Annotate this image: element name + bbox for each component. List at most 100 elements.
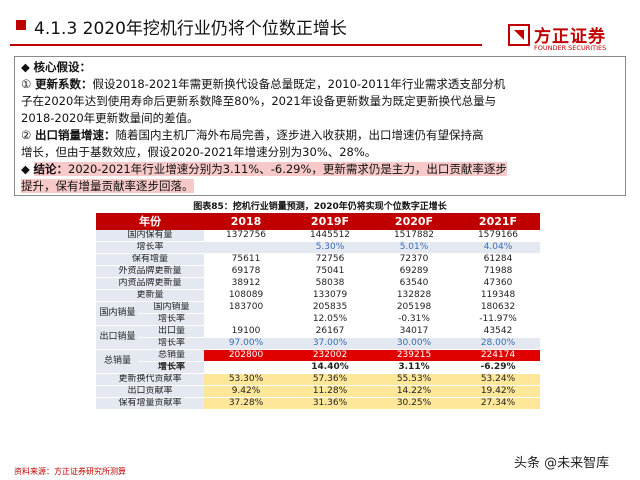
header-2019f: 2019F <box>288 213 372 230</box>
table-cell: 31.36% <box>288 397 372 410</box>
watermark: 头条 @未来智库 <box>511 451 613 472</box>
row-label: 增长率 <box>139 361 204 374</box>
table-cell: 61284 <box>456 253 540 266</box>
assumption-1-line-2: 子在2020年达到使用寿命后更新系数降至80%，2021年设备更新数量为既定更新… <box>21 94 497 108</box>
table-cell: 9.42% <box>204 385 288 398</box>
table-cell: -0.31% <box>372 313 456 326</box>
table-cell: 224174 <box>456 349 540 362</box>
table-cell: 132828 <box>372 289 456 302</box>
table-cell: 12.05% <box>288 313 372 326</box>
table-header-row: 年份 2018 2019F 2020F 2021F <box>96 213 540 230</box>
table-cell: 69178 <box>204 265 288 278</box>
table-caption: 图表85：挖机行业销量预测，2020年仍将实现个位数字正增长 <box>193 202 447 212</box>
logo-english-text: FOUNDER SECURITIES <box>534 44 607 52</box>
row-label: 国内保有量 <box>96 230 204 242</box>
table-cell: 57.36% <box>288 373 372 386</box>
table-cell: 58038 <box>288 277 372 290</box>
row-label: 国内销量 <box>139 301 204 314</box>
table-cell: 69289 <box>372 265 456 278</box>
table-row: 出口销量 出口量 19100 26167 34017 43542 <box>96 325 540 350</box>
table-cell: 34017 <box>372 325 456 338</box>
title-underline <box>10 44 482 46</box>
table-cell: 19.42% <box>456 385 540 398</box>
header-2020f: 2020F <box>372 213 456 230</box>
row-label: 保有增量贡献率 <box>96 397 204 410</box>
table-cell: 37.28% <box>204 397 288 410</box>
row-label: 增长率 <box>139 313 204 326</box>
table-row: 国内销量 国内销量 183700 205835 205198 180632 <box>96 301 540 326</box>
group-label-export: 出口销量 <box>96 325 139 350</box>
row-label: 更新量 <box>96 289 204 302</box>
row-label: 内资品牌更新量 <box>96 277 204 290</box>
table-row: 外资品牌更新量 69178 75041 69289 71988 <box>96 265 540 278</box>
table-row: 总销量 总销量 202800 232002 239215 224174 <box>96 349 540 374</box>
table-cell: 108089 <box>204 289 288 302</box>
table-row: 增长率 12.05% -0.31% -11.97% <box>96 313 540 326</box>
table-cell: -11.97% <box>456 313 540 326</box>
table-row: 保有增量 75611 72756 72370 61284 <box>96 253 540 266</box>
row-label: 出口量 <box>139 325 204 338</box>
table-cell: 202800 <box>204 349 288 362</box>
conclusion-line-2: 提升，保有增量贡献率逐步回落。 <box>21 179 194 193</box>
table-cell: 75611 <box>204 253 288 266</box>
table-cell: 133079 <box>288 289 372 302</box>
bullet-diamond-icon: ◆ <box>21 162 30 176</box>
table-cell: 38912 <box>204 277 288 290</box>
header-year: 年份 <box>96 213 204 230</box>
table-cell <box>204 241 288 254</box>
table-cell: 205835 <box>288 301 372 314</box>
assumption-1-line-1: ① 更新系数：假设2018-2021年需更新换代设备总量既定，2010-2011… <box>21 77 506 91</box>
table-cell: 53.30% <box>204 373 288 386</box>
table-cell: 47360 <box>456 277 540 290</box>
table-cell: 72756 <box>288 253 372 266</box>
source-note: 资料来源：方正证券研究所测算 <box>14 467 126 476</box>
table-row: 出口贡献率 9.42% 11.28% 14.22% 19.42% <box>96 385 540 398</box>
table-cell: 71988 <box>456 265 540 278</box>
table-cell: 30.00% <box>372 337 456 350</box>
table-cell: 97.00% <box>204 337 288 350</box>
table-cell: 55.53% <box>372 373 456 386</box>
table-cell <box>204 313 288 326</box>
table-cell: 239215 <box>372 349 456 362</box>
table-cell: 19100 <box>204 325 288 338</box>
table-row: 更新量 108089 133079 132828 119348 <box>96 289 540 302</box>
row-label: 增长率 <box>139 337 204 350</box>
row-label: 更新换代贡献率 <box>96 373 204 386</box>
conclusion-line-1: ◆ 结论：2020-2021年行业增速分别为3.11%、-6.29%，更新需求仍… <box>21 162 507 176</box>
table-cell <box>204 361 288 374</box>
table-cell: 43542 <box>456 325 540 338</box>
table-cell: 75041 <box>288 265 372 278</box>
table-cell: 3.11% <box>372 361 456 374</box>
table-cell: 27.34% <box>456 397 540 410</box>
table-row: 增长率 5.30% 5.01% 4.04% <box>96 241 540 254</box>
table-row: 增长率 14.40% 3.11% -6.29% <box>96 361 540 374</box>
assumption-2-line-2: 增长，但由于基数效应，假设2020-2021年增速分别为30%、28%。 <box>21 145 377 159</box>
table-row: 保有增量贡献率 37.28% 31.36% 30.25% 27.34% <box>96 397 540 410</box>
table-cell: 14.40% <box>288 361 372 374</box>
group-label-domestic: 国内销量 <box>96 301 139 326</box>
table-row: 国内保有量 1372756 1445512 1517882 1579166 <box>96 230 540 242</box>
row-label: 出口贡献率 <box>96 385 204 398</box>
table-cell: 4.04% <box>456 241 540 254</box>
assumption-1-line-3: 2018-2020年更新数量间的差值。 <box>21 111 199 125</box>
row-label: 增长率 <box>96 241 204 254</box>
assumptions-heading: ◆ 核心假设： <box>21 60 92 74</box>
table-cell: 28.00% <box>456 337 540 350</box>
row-label: 总销量 <box>139 349 204 362</box>
table-cell: 53.24% <box>456 373 540 386</box>
table-cell: 72370 <box>372 253 456 266</box>
table-row: 增长率 97.00% 37.00% 30.00% 28.00% <box>96 337 540 350</box>
group-label-total: 总销量 <box>96 349 139 374</box>
excavator-sales-forecast-table: 年份 2018 2019F 2020F 2021F 国内保有量 1372756 … <box>96 213 540 410</box>
table-row: 更新换代贡献率 53.30% 57.36% 55.53% 53.24% <box>96 373 540 386</box>
table-cell: 1372756 <box>204 230 288 242</box>
table-cell: 183700 <box>204 301 288 314</box>
table-cell: 119348 <box>456 289 540 302</box>
table-cell: -6.29% <box>456 361 540 374</box>
table-cell: 205198 <box>372 301 456 314</box>
table-cell: 1579166 <box>456 230 540 242</box>
slide-title: 4.1.3 2020年挖机行业仍将个位数正增长 <box>34 19 347 39</box>
title-marker-square <box>16 20 26 30</box>
header-2021f: 2021F <box>456 213 540 230</box>
table-cell: 14.22% <box>372 385 456 398</box>
